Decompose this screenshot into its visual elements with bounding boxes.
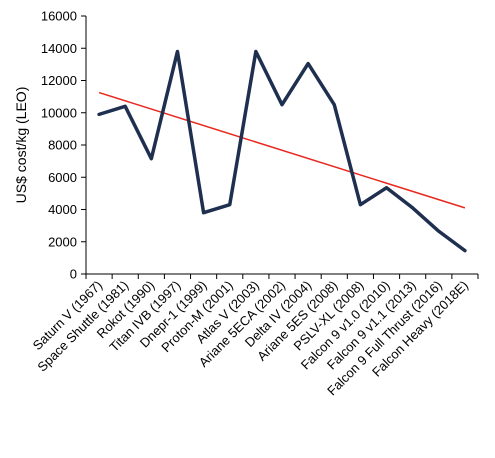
y-tick-label: 14000 <box>41 41 77 56</box>
y-axis-ticks: 0 2000 4000 6000 8000 10000 12000 14000 16000 <box>41 9 86 282</box>
y-tick-label: 10000 <box>41 105 77 120</box>
x-axis-ticks: Saturn V (1967)Space Shuttle (1981)Rokot… <box>30 274 479 398</box>
y-tick-label: 2000 <box>48 234 77 249</box>
y-tick-label: 16000 <box>41 9 77 24</box>
y-tick-label: 12000 <box>41 73 77 88</box>
y-tick-label: 8000 <box>48 138 77 153</box>
y-axis-title: US$ cost/kg (LEO) <box>13 87 29 204</box>
y-tick-label: 6000 <box>48 170 77 185</box>
y-tick-label: 4000 <box>48 202 77 217</box>
series-line <box>97 49 467 253</box>
trendline <box>98 91 466 209</box>
y-tick-label: 0 <box>70 267 77 282</box>
